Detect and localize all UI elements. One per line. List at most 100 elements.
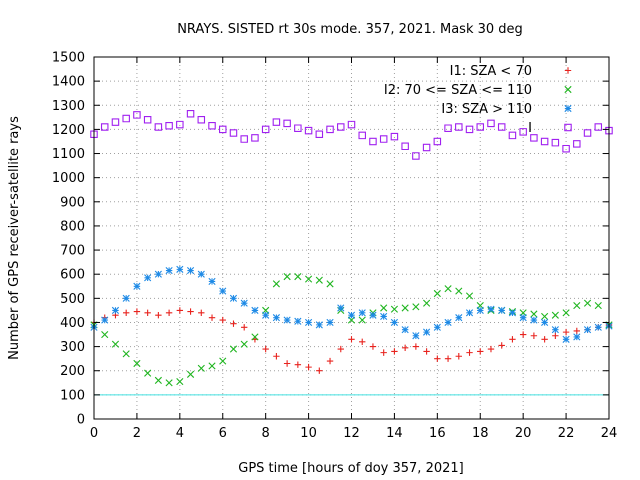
data-point (583, 129, 592, 137)
data-point (497, 123, 506, 131)
data-point (262, 345, 269, 353)
data-point (176, 378, 184, 386)
y-tick-label: 1000 (52, 171, 85, 186)
data-point (487, 305, 495, 313)
data-point (434, 355, 441, 362)
y-tick-label: 1200 (52, 123, 85, 138)
tick-labels: 0 2 4 6 8 10 12 14 16 18 20 22 240100200300400500600… (52, 51, 617, 442)
data-point (143, 115, 152, 124)
data-point (155, 312, 162, 319)
legend-label: I1: SZA < 70 (450, 64, 532, 79)
data-point (240, 299, 248, 307)
data-point (508, 309, 517, 317)
data-point (219, 357, 227, 365)
data-point (144, 274, 152, 282)
data-point (273, 353, 280, 360)
data-point (198, 309, 205, 317)
data-point (122, 294, 130, 302)
data-point (369, 137, 377, 146)
x-tick-label: 16 (429, 426, 446, 441)
data-point (100, 123, 109, 131)
data-point (272, 118, 281, 126)
data-point (176, 265, 184, 273)
data-point (358, 131, 366, 140)
data-point (433, 137, 442, 146)
legend-marker (564, 85, 572, 94)
data-point (358, 316, 366, 324)
data-point (347, 311, 356, 319)
data-point (423, 348, 430, 355)
x-tick-label: 18 (472, 426, 489, 441)
data-point (583, 326, 592, 334)
y-tick-label: 1100 (52, 147, 85, 162)
data-point (530, 310, 538, 318)
data-point (401, 326, 409, 334)
y-tick-label: 1400 (52, 75, 85, 90)
data-point (433, 289, 441, 298)
legend-label: I2: 70 <= SZA <= 110 (384, 83, 532, 98)
y-tick-label: 700 (60, 244, 85, 259)
data-point (465, 125, 474, 134)
data-point (122, 309, 130, 317)
series-4 (90, 109, 613, 160)
y-tick-label: 300 (60, 340, 85, 355)
plot-frame (93, 56, 610, 420)
data-point (304, 126, 313, 135)
data-point (283, 119, 291, 128)
data-point (551, 311, 559, 319)
data-point (369, 343, 377, 350)
data-point (133, 111, 141, 119)
data-point (562, 144, 570, 153)
data-point (326, 357, 334, 365)
y-tick-label: 500 (60, 292, 85, 307)
data-point (90, 130, 98, 138)
data-point (466, 349, 473, 356)
data-point (165, 309, 173, 317)
data-point (530, 316, 538, 324)
legend-marker (564, 123, 572, 132)
data-point (380, 349, 387, 356)
data-point (348, 336, 355, 343)
data-point (412, 152, 420, 160)
data-point (186, 370, 195, 378)
data-point (605, 126, 613, 135)
data-point (573, 327, 581, 335)
data-point (133, 308, 141, 315)
data-point (465, 292, 474, 300)
data-point (369, 311, 377, 319)
data-point (455, 314, 463, 322)
data-point (498, 306, 506, 314)
data-point (326, 125, 334, 134)
data-point (241, 324, 248, 331)
data-point (240, 135, 248, 143)
data-point (530, 332, 538, 339)
x-tick-label: 12 (343, 426, 360, 441)
data-point (304, 318, 313, 327)
data-point (294, 273, 302, 281)
data-point (272, 314, 280, 322)
data-point (509, 336, 516, 343)
data-point (530, 134, 538, 142)
chart-title: NRAYS. SISTED rt 30s mode. 357, 2021. Ma… (177, 22, 523, 37)
y-tick-label: 1500 (52, 51, 85, 66)
y-tick-label: 600 (60, 268, 85, 283)
y-axis-label: Number of GPS receiver-satellite rays (7, 116, 22, 360)
data-point (219, 287, 227, 295)
data-point (197, 115, 206, 124)
data-point (487, 119, 495, 128)
data-point (423, 328, 431, 336)
data-point (229, 294, 238, 302)
data-point (519, 128, 527, 136)
data-point (122, 350, 130, 358)
data-point (573, 140, 581, 148)
data-point (154, 376, 162, 384)
y-tick-label: 100 (60, 388, 85, 403)
data-point (251, 306, 259, 314)
data-point (229, 129, 238, 137)
data-point (122, 114, 130, 123)
y-tick-label: 0 (77, 413, 85, 428)
y-tick-label: 400 (60, 316, 85, 331)
data-point (187, 308, 194, 315)
data-point (272, 280, 280, 288)
